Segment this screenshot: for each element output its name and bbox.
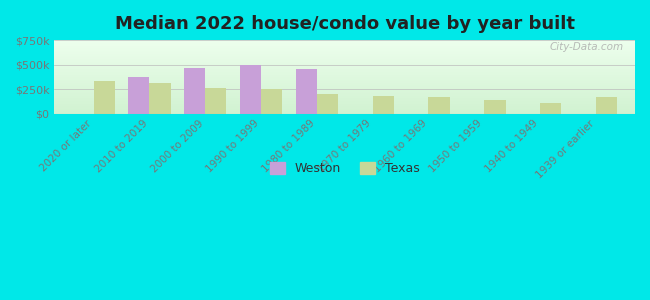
Bar [540,103,562,113]
Bar [184,68,205,113]
Bar [205,88,226,113]
Title: Median 2022 house/condo value by year built: Median 2022 house/condo value by year bu… [115,15,575,33]
Bar [484,100,506,113]
Legend: Weston, Texas: Weston, Texas [266,158,423,179]
Bar [317,94,338,113]
Bar [372,96,394,113]
Bar [240,64,261,113]
Bar [261,88,282,113]
Bar [596,98,617,113]
Bar [428,98,450,113]
Bar [128,77,150,113]
Text: City-Data.com: City-Data.com [549,42,623,52]
Bar [150,83,170,113]
Bar [296,70,317,113]
Bar [94,81,115,113]
